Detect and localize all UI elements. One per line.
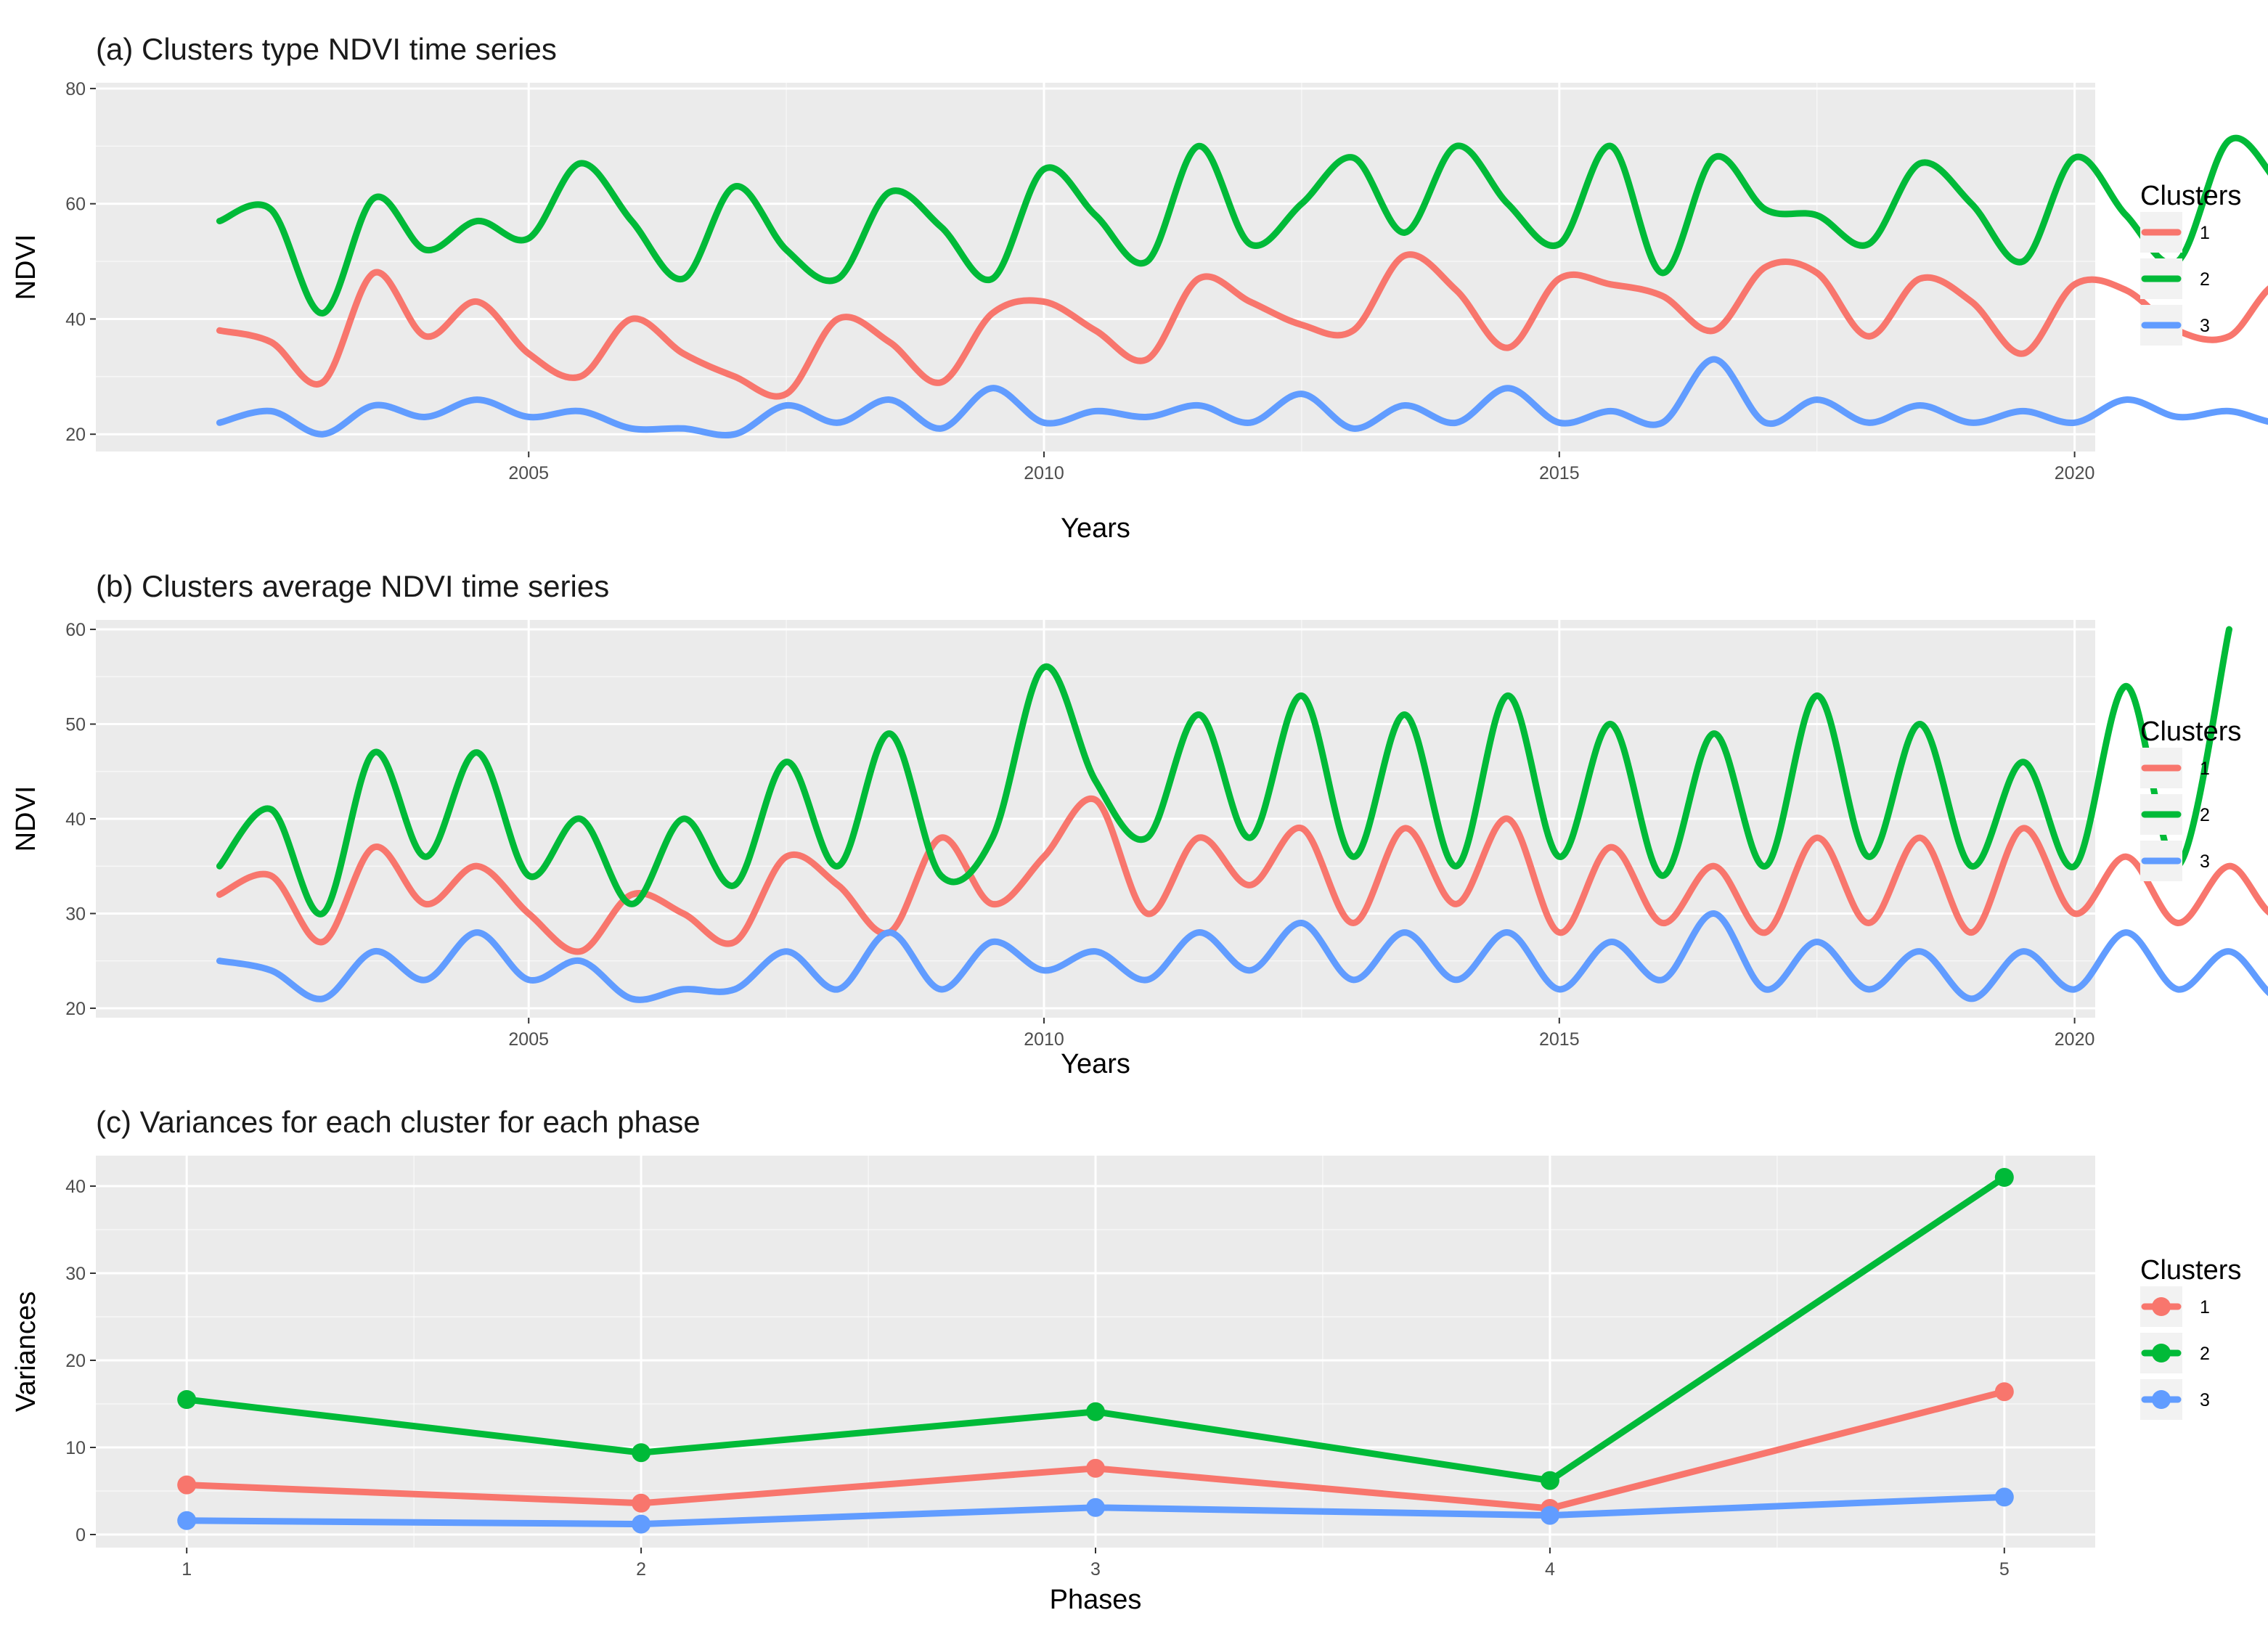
x-tick-label: 2: [636, 1559, 646, 1580]
data-point-cluster-2: [1994, 1168, 2014, 1187]
legend-label: 3: [2200, 316, 2210, 336]
data-point-cluster-1: [177, 1475, 197, 1495]
legend-label: 3: [2200, 851, 2210, 872]
legend-label: 2: [2200, 1344, 2210, 1364]
chart-title: (c) Variances for each cluster for each …: [96, 1105, 701, 1139]
chart-title: (a) Clusters type NDVI time series: [96, 32, 557, 66]
series-line-cluster-2: [216, 626, 2232, 918]
legend-marker-cluster-1: [2152, 1297, 2171, 1316]
legend-marker-cluster-3: [2152, 1390, 2171, 1409]
y-tick-label: 80: [65, 79, 86, 99]
legend-label: 1: [2200, 1297, 2210, 1317]
data-point-cluster-3: [1540, 1506, 1559, 1525]
x-tick-label: 2010: [1024, 1029, 1064, 1050]
x-tick-label: 3: [1090, 1559, 1101, 1580]
x-axis-title: Years: [1061, 1049, 1130, 1079]
legend: Clusters 1 2 3: [2140, 181, 2241, 346]
y-axis-title: Variances: [11, 1291, 41, 1412]
legend: Clusters 1 2 3: [2140, 716, 2241, 881]
chart-b: (b) Clusters average NDVI time series 20 3…: [11, 569, 2268, 1079]
plot-panel: [96, 83, 2095, 452]
y-tick-label: 40: [65, 1177, 86, 1197]
chart-title: (b) Clusters average NDVI time series: [96, 569, 609, 603]
data-point-cluster-1: [1086, 1458, 1105, 1478]
data-point-cluster-1: [632, 1493, 651, 1513]
x-tick-label: 4: [1545, 1559, 1555, 1580]
y-tick-label: 40: [65, 309, 86, 330]
y-tick-label: 10: [65, 1438, 86, 1458]
chart-a: (a) Clusters type NDVI time series 20 40 60…: [11, 32, 2268, 544]
series-line-cluster-3: [216, 910, 2268, 1003]
x-tick-label: 5: [1999, 1559, 2010, 1580]
legend-title: Clusters: [2140, 181, 2241, 211]
data-point-cluster-3: [632, 1514, 651, 1534]
x-tick-label: 2015: [1539, 1029, 1580, 1050]
y-tick-label: 30: [65, 904, 86, 924]
y-tick-label: 20: [65, 1351, 86, 1371]
data-point-cluster-2: [177, 1390, 197, 1409]
x-axis-title: Phases: [1050, 1585, 1142, 1615]
x-tick-label: 2005: [508, 463, 549, 483]
x-tick-label: 1: [181, 1559, 192, 1580]
x-tick-label: 2010: [1024, 463, 1064, 483]
data-point-cluster-2: [632, 1443, 651, 1463]
y-tick-label: 60: [65, 620, 86, 640]
data-point-cluster-2: [1540, 1471, 1559, 1490]
series-line-cluster-1: [216, 795, 2268, 955]
legend: Clusters 1 2 3: [2140, 1255, 2241, 1420]
chart-c: (c) Variances for each cluster for each …: [11, 1105, 2241, 1615]
data-point-cluster-1: [1994, 1382, 2014, 1402]
data-point-cluster-3: [177, 1511, 197, 1530]
x-tick-label: 2005: [508, 1029, 549, 1050]
series-line-cluster-1: [216, 251, 2268, 400]
y-tick-label: 40: [65, 809, 86, 830]
x-axis-title: Years: [1061, 513, 1130, 544]
legend-title: Clusters: [2140, 1255, 2241, 1286]
legend-label: 1: [2200, 223, 2210, 243]
y-tick-label: 20: [65, 425, 86, 445]
data-point-cluster-3: [1994, 1487, 2014, 1507]
y-tick-label: 0: [76, 1525, 86, 1545]
legend-marker-cluster-2: [2152, 1344, 2171, 1363]
series-line-cluster-3: [216, 356, 2268, 438]
y-tick-label: 30: [65, 1264, 86, 1284]
data-point-cluster-3: [1086, 1498, 1105, 1517]
legend-label: 1: [2200, 759, 2210, 779]
y-axis-title: NDVI: [11, 786, 41, 852]
legend-label: 2: [2200, 269, 2210, 290]
x-tick-label: 2020: [2055, 463, 2095, 483]
y-tick-label: 20: [65, 999, 86, 1019]
legend-label: 2: [2200, 805, 2210, 825]
legend-title: Clusters: [2140, 716, 2241, 747]
series-line-cluster-2: [216, 134, 2268, 316]
data-point-cluster-2: [1086, 1402, 1105, 1421]
x-tick-label: 2020: [2055, 1029, 2095, 1050]
legend-label: 3: [2200, 1390, 2210, 1410]
y-tick-label: 60: [65, 195, 86, 215]
y-axis-title: NDVI: [11, 234, 41, 301]
x-tick-label: 2015: [1539, 463, 1580, 483]
y-tick-label: 50: [65, 715, 86, 735]
